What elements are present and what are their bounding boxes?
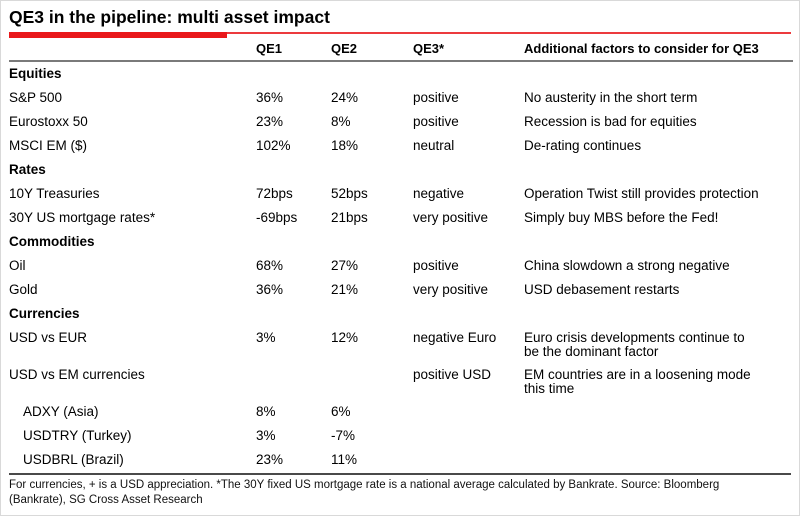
asset-cell: Oil <box>9 258 26 273</box>
qe2-cell: 52bps <box>331 186 368 201</box>
qe2-cell: 8% <box>331 114 351 129</box>
qe3-cell: neutral <box>413 138 455 153</box>
col-header-qe1: QE1 <box>256 38 331 62</box>
asset-cell: Gold <box>9 282 38 297</box>
note-cell: Operation Twist still provides protectio… <box>524 186 759 201</box>
footnote-line-1: For currencies, + is a USD appreciation.… <box>9 479 720 491</box>
note-cell: USD debasement restarts <box>524 282 680 297</box>
asset-cell: USD vs EM currencies <box>9 367 145 382</box>
asset-cell: USDTRY (Turkey) <box>23 428 132 443</box>
qe1-cell: 3% <box>256 428 276 443</box>
qe1-cell: 102% <box>256 138 291 153</box>
note-cell: Recession is bad for equities <box>524 114 697 129</box>
qe2-cell: 6% <box>331 404 351 419</box>
qe3-cell: very positive <box>413 282 489 297</box>
qe2-cell: 24% <box>331 90 359 105</box>
asset-cell: MSCI EM ($) <box>9 138 88 153</box>
qe3-cell: negative <box>413 186 465 201</box>
qe2-cell: 27% <box>331 258 359 273</box>
footnote-line-2: (Bankrate), SG Cross Asset Research <box>9 493 203 506</box>
qe1-cell: 72bps <box>256 186 293 201</box>
qe3-cell: positive <box>413 90 459 105</box>
asset-cell: Eurostoxx 50 <box>9 114 88 129</box>
table-row: 10Y Treasuries 72bps 52bps negative Operatio… <box>9 182 793 206</box>
qe1-cell: 36% <box>256 282 284 297</box>
qe2-cell: 21bps <box>331 210 368 225</box>
table-row: 30Y US mortgage rates* -69bps 21bps very po… <box>9 206 793 230</box>
table-row: USD vs EUR 3% 12% negative Euro Euro crisis … <box>9 326 793 363</box>
qe2-cell: -7% <box>331 428 356 443</box>
table-row: Gold 36% 21% very positive USD debasement re… <box>9 278 793 302</box>
table-row: Eurostoxx 50 23% 8% positive Recession is ba… <box>9 110 793 134</box>
table-row: ADXY (Asia) 8% 6% <box>9 400 793 424</box>
impact-table: QE1 QE2 QE3* Additional factors to consi… <box>9 38 793 472</box>
qe2-cell <box>331 363 413 400</box>
note-cell <box>524 448 793 472</box>
table-row: USD vs EM currencies positive USD EM count… <box>9 363 793 400</box>
table-row: Oil 68% 27% positive China slowdown a strong… <box>9 254 793 278</box>
section-title: Commodities <box>9 234 95 249</box>
qe3-cell: very positive <box>413 210 489 225</box>
section-title: Currencies <box>9 306 80 321</box>
header-row: QE1 QE2 QE3* Additional factors to consi… <box>9 38 793 62</box>
asset-cell: USD vs EUR <box>9 330 88 345</box>
note-cell: China slowdown a strong negative <box>524 258 730 273</box>
qe3-cell <box>413 400 524 424</box>
page-title: QE3 in the pipeline: multi asset impact <box>9 7 330 27</box>
col-header-asset <box>9 38 256 62</box>
table-row: USDBRL (Brazil) 23% 11% <box>9 448 793 472</box>
title-underline-thin-segment <box>9 32 791 34</box>
section-header-row: Currencies <box>9 302 793 326</box>
section-title: Equities <box>9 66 62 81</box>
note-cell: Simply buy MBS before the Fed! <box>524 210 719 225</box>
asset-cell: S&P 500 <box>9 90 63 105</box>
footnote: For currencies, + is a USD appreciation.… <box>9 473 791 507</box>
qe3-cell: positive USD <box>413 367 492 382</box>
asset-cell: 10Y Treasuries <box>9 186 100 201</box>
section-header-row: Rates <box>9 158 793 182</box>
qe1-cell: 23% <box>256 452 284 467</box>
table-row: S&P 500 36% 24% positive No austerity in the… <box>9 86 793 110</box>
qe2-cell: 21% <box>331 282 359 297</box>
title-underline-thick-segment <box>9 32 227 38</box>
note-cell: No austerity in the short term <box>524 90 698 105</box>
note-cell <box>524 424 793 448</box>
qe2-cell: 12% <box>331 330 359 345</box>
note-cell <box>524 400 793 424</box>
qe1-cell: 36% <box>256 90 284 105</box>
qe2-cell: 18% <box>331 138 359 153</box>
qe3-cell <box>413 448 524 472</box>
col-header-qe3: QE3* <box>413 38 524 62</box>
section-header-row: Commodities <box>9 230 793 254</box>
qe1-cell: 3% <box>256 330 276 345</box>
qe3-cell: positive <box>413 114 459 129</box>
table-row: USDTRY (Turkey) 3% -7% <box>9 424 793 448</box>
section-header-row: Equities <box>9 61 793 86</box>
col-header-qe2: QE2 <box>331 38 413 62</box>
title-underline <box>9 32 791 38</box>
asset-cell: ADXY (Asia) <box>23 404 99 419</box>
asset-cell: USDBRL (Brazil) <box>23 452 124 467</box>
section-title: Rates <box>9 162 46 177</box>
note-cell: De-rating continues <box>524 138 642 153</box>
qe3-cell: positive <box>413 258 459 273</box>
note-cell: Euro crisis developments continue to be … <box>524 330 745 359</box>
qe3-cell: negative Euro <box>413 330 497 345</box>
table-body: Equities S&P 500 36% 24% positive No austerit… <box>9 61 793 472</box>
qe1-cell: -69bps <box>256 210 298 225</box>
col-header-notes: Additional factors to consider for QE3 <box>524 38 793 62</box>
note-cell: EM countries are in a loosening mode thi… <box>524 367 751 396</box>
asset-cell: 30Y US mortgage rates* <box>9 210 156 225</box>
table-row: MSCI EM ($) 102% 18% neutral De-rating conti… <box>9 134 793 158</box>
qe1-cell: 8% <box>256 404 276 419</box>
qe1-cell <box>256 363 331 400</box>
qe1-cell: 23% <box>256 114 284 129</box>
qe3-cell <box>413 424 524 448</box>
qe1-cell: 68% <box>256 258 284 273</box>
qe2-cell: 11% <box>331 452 358 467</box>
